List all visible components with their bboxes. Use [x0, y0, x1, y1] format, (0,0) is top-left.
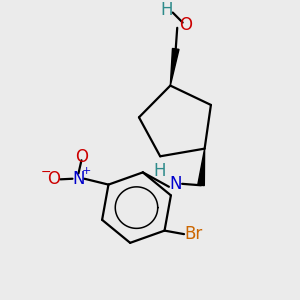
Text: O: O [75, 148, 88, 166]
Text: −: − [41, 166, 52, 178]
Text: H: H [154, 162, 166, 180]
Text: O: O [47, 170, 60, 188]
Text: H: H [160, 1, 173, 19]
Polygon shape [198, 148, 205, 186]
Text: O: O [179, 16, 192, 34]
Polygon shape [170, 49, 179, 86]
Text: +: + [82, 166, 92, 176]
Text: N: N [72, 170, 85, 188]
Text: Br: Br [184, 225, 202, 243]
Text: N: N [169, 175, 182, 193]
